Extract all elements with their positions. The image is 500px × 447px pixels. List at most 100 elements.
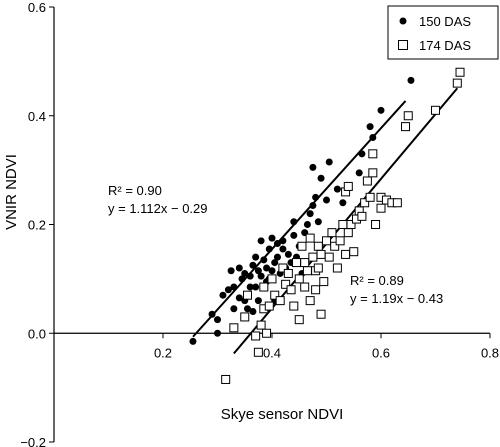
data-point-150-das (309, 163, 317, 171)
data-point-150-das (241, 269, 249, 277)
data-point-174-das (253, 347, 263, 357)
data-point-174-das (289, 301, 299, 311)
data-point-150-das (230, 305, 238, 313)
data-point-150-das (407, 76, 415, 84)
x-tick-label: 0.6 (372, 345, 390, 360)
legend-label-174-das: 174 DAS (419, 38, 471, 53)
data-point-174-das (229, 323, 239, 333)
data-point-174-das (368, 168, 378, 178)
data-point-150-das (355, 169, 363, 177)
data-point-174-das (302, 266, 312, 276)
data-point-174-das (242, 290, 252, 300)
axes: 0.2 0.4 0.6 0.8 −0.2 0.0 0.2 0.4 0.6 (20, 0, 499, 447)
data-point-150-das (273, 240, 281, 248)
data-point-174-das (343, 228, 353, 238)
data-point-150-das (235, 264, 243, 272)
y-tick-label: 0.0 (28, 326, 46, 341)
data-point-174-das (267, 274, 277, 284)
data-point-150-das (189, 337, 197, 345)
data-point-150-das (214, 316, 221, 324)
data-points (189, 67, 465, 384)
data-point-150-das (325, 158, 333, 166)
legend: 150 DAS 174 DAS (387, 5, 499, 60)
data-point-174-das (305, 233, 315, 243)
data-point-150-das (290, 218, 298, 226)
data-point-150-das (238, 275, 246, 283)
x-axis-title: Skye sensor NDVI (221, 406, 344, 423)
data-point-150-das (323, 196, 330, 204)
data-point-174-das (316, 249, 326, 259)
data-point-150-das (309, 201, 317, 209)
data-point-174-das (330, 241, 340, 251)
data-point-174-das (392, 198, 402, 208)
data-point-174-das (332, 263, 342, 273)
data-point-150-das (312, 193, 320, 201)
data-point-150-das (208, 310, 216, 318)
data-point-174-das (305, 296, 315, 306)
data-point-174-das (362, 176, 372, 186)
data-point-150-das (227, 267, 235, 275)
r2-label-150-das: R² = 0.90 (108, 183, 162, 198)
data-point-174-das (403, 111, 413, 121)
data-point-174-das (259, 282, 269, 292)
data-point-150-das (358, 150, 366, 158)
data-point-174-das (341, 249, 351, 259)
data-point-174-das (292, 258, 302, 268)
data-point-150-das (254, 297, 262, 305)
data-point-174-das (270, 290, 280, 300)
data-point-174-das (294, 274, 304, 284)
data-point-150-das (290, 231, 298, 239)
data-point-150-das (369, 134, 377, 141)
data-point-150-das (268, 267, 276, 275)
data-point-150-das (249, 308, 257, 315)
legend-label-150-das: 150 DAS (419, 14, 471, 29)
data-point-174-das (431, 105, 440, 115)
data-point-174-das (313, 263, 323, 273)
data-point-174-das (308, 252, 318, 262)
data-point-150-das (230, 283, 238, 291)
annotation-174-das: R² = 0.89 y = 1.19x − 0.43 (350, 273, 443, 306)
data-point-174-das (240, 312, 250, 322)
data-point-174-das (300, 258, 310, 268)
x-tick-label: 0.8 (481, 345, 499, 360)
annotation-150-das: R² = 0.90 y = 1.112x − 0.29 (108, 183, 208, 216)
data-point-150-das (268, 234, 276, 242)
data-point-150-das (265, 245, 273, 253)
y-tick-label: −0.2 (20, 435, 46, 447)
data-point-150-das (257, 272, 265, 280)
data-point-150-das (257, 237, 265, 245)
r2-label-174-das: R² = 0.89 (350, 273, 404, 288)
data-point-174-das (327, 228, 337, 238)
data-point-150-das (243, 305, 251, 313)
data-point-150-das (366, 123, 374, 131)
data-point-150-das (260, 256, 268, 264)
data-point-150-das (214, 329, 221, 337)
data-point-174-das (278, 263, 288, 273)
data-point-174-das (346, 220, 356, 229)
data-point-174-das (343, 181, 353, 191)
data-point-150-das (263, 264, 271, 272)
legend-marker-174-das (398, 40, 408, 50)
data-point-150-das (314, 218, 322, 226)
data-point-150-das (339, 199, 347, 207)
data-point-174-das (319, 277, 329, 287)
data-point-174-das (357, 211, 367, 221)
data-point-174-das (281, 279, 291, 289)
data-point-174-das (264, 301, 274, 311)
data-point-150-das (249, 261, 257, 269)
legend-marker-150-das (399, 17, 407, 25)
data-point-174-das (311, 285, 321, 295)
data-point-150-das (246, 283, 254, 291)
data-point-174-das (371, 220, 381, 229)
data-point-174-das (313, 241, 323, 251)
data-point-150-das (303, 221, 311, 228)
data-point-174-das (275, 296, 285, 306)
data-point-174-das (368, 149, 378, 159)
data-point-174-das (251, 331, 261, 341)
data-point-150-das (252, 283, 260, 291)
data-point-174-das (338, 220, 348, 229)
y-tick-label: 0.6 (28, 0, 46, 15)
data-point-174-das (360, 198, 370, 208)
equation-label-150-das: y = 1.112x − 0.29 (108, 201, 208, 216)
